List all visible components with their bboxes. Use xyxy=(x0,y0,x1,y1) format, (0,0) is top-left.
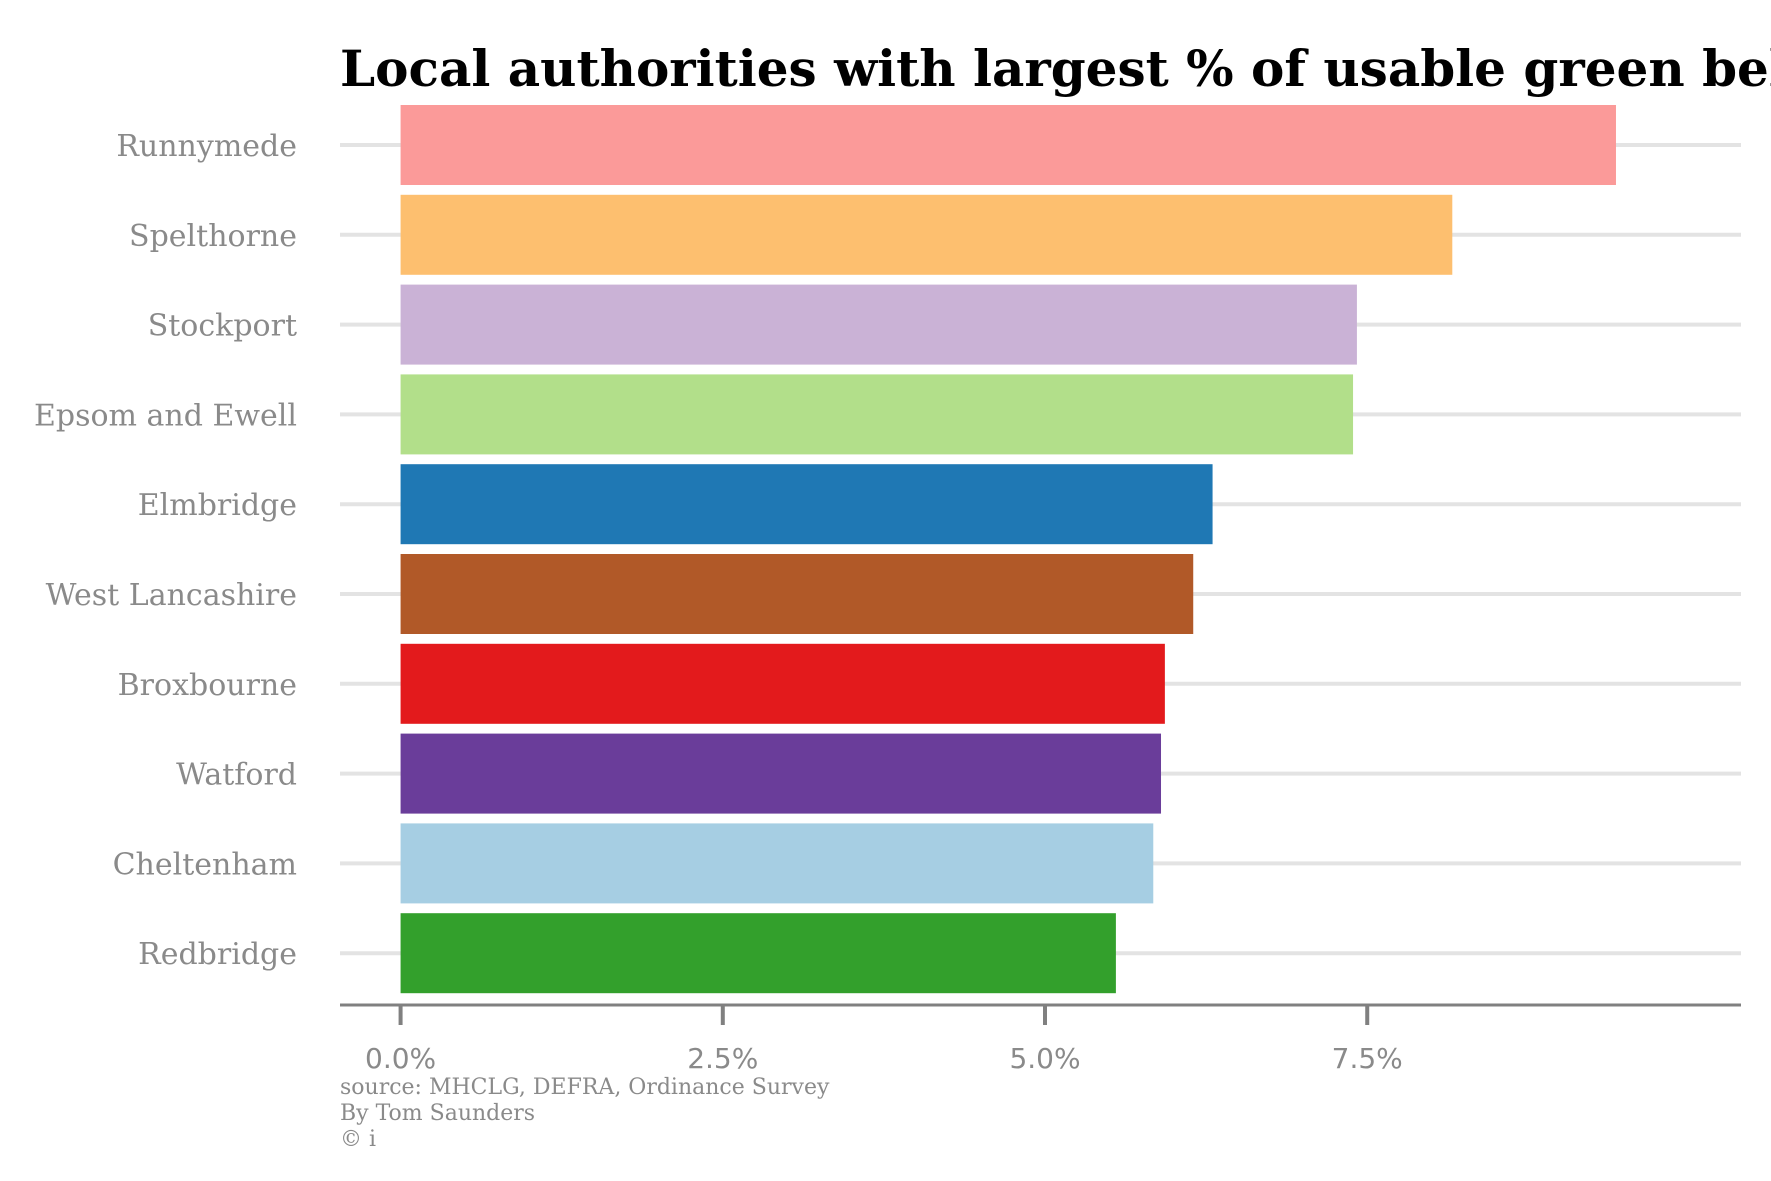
x-axis-ticks: 0.0% 2.5% 5.0% 7.5% xyxy=(365,1005,1403,1075)
category-label: Redbridge xyxy=(138,937,297,972)
category-label: Elmbridge xyxy=(138,488,297,523)
category-label: Runnymede xyxy=(116,129,297,164)
category-label: Spelthorne xyxy=(129,219,297,254)
bar-watford xyxy=(400,733,1162,814)
author-note: By Tom Saunders xyxy=(340,1101,535,1126)
category-label: West Lancashire xyxy=(46,578,297,613)
bar-west-lancashire xyxy=(400,554,1194,634)
bar-broxbourne xyxy=(400,643,1165,724)
bar-stockport xyxy=(400,284,1357,365)
category-label: Stockport xyxy=(148,309,297,344)
bar-spelthorne xyxy=(400,194,1453,275)
bar-runnymede xyxy=(400,105,1616,185)
category-labels: Runnymede Spelthorne Stockport Epsom and Ew… xyxy=(34,129,297,972)
x-tick-label: 7.5% xyxy=(1332,1042,1403,1075)
bars xyxy=(400,105,1616,994)
bar-elmbridge xyxy=(400,464,1213,545)
category-label: Epsom and Ewell xyxy=(34,398,297,433)
bar-epsom-and-ewell xyxy=(400,374,1354,455)
bar-cheltenham xyxy=(400,823,1154,904)
category-label: Watford xyxy=(176,758,297,793)
source-note: source: MHCLG, DEFRA, Ordinance Survey xyxy=(340,1075,830,1100)
x-tick-label: 2.5% xyxy=(687,1042,758,1075)
category-label: Broxbourne xyxy=(118,668,297,703)
x-tick-label: 0.0% xyxy=(365,1042,436,1075)
category-label: Cheltenham xyxy=(113,847,297,882)
chart-title: Local authorities with largest % of usab… xyxy=(340,39,1771,98)
bar-redbridge xyxy=(400,913,1116,994)
copyright-note: © i xyxy=(340,1127,376,1152)
x-tick-label: 5.0% xyxy=(1009,1042,1080,1075)
